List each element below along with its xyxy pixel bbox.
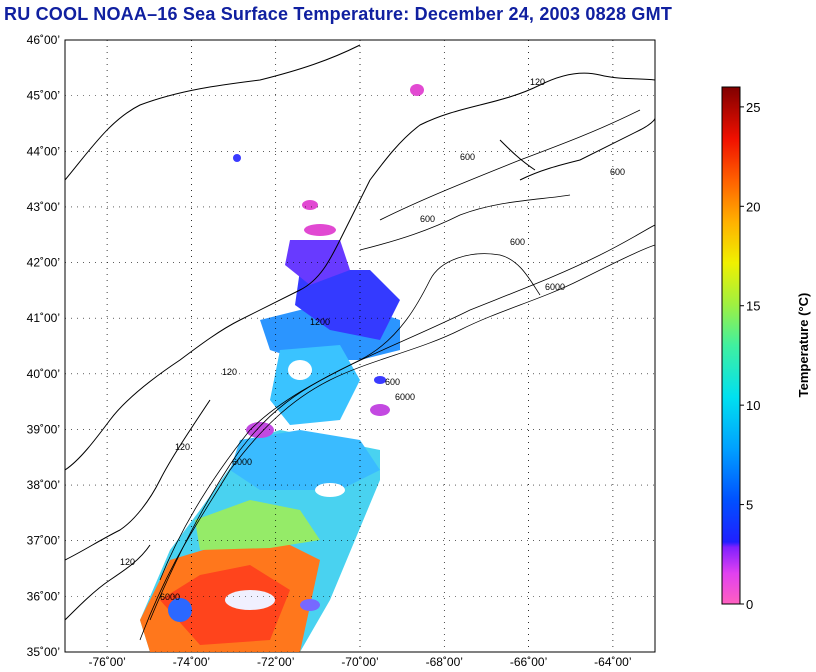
lon-label: -74˚00’ (173, 655, 210, 669)
lat-label: 46˚00’ (27, 33, 60, 47)
colorbar-tick-label: 0 (746, 597, 753, 612)
lon-label: -64˚00’ (594, 655, 631, 669)
contour-label: 600 (610, 167, 625, 177)
lat-label: 45˚00’ (27, 89, 60, 103)
colorbar-tick-label: 5 (746, 498, 753, 513)
contour-label: 120 (530, 77, 545, 87)
contour-label: 600 (510, 237, 525, 247)
lat-label: 39˚00’ (27, 422, 60, 436)
lat-label: 42˚00’ (27, 256, 60, 270)
contour-labels: 120 120 120 120 600 600 600 600 600 6000… (120, 77, 625, 602)
lon-label: -72˚00’ (257, 655, 294, 669)
contour-label: 6000 (545, 282, 565, 292)
contour-label: 120 (120, 557, 135, 567)
map-title: RU COOL NOAA–16 Sea Surface Temperature:… (4, 4, 673, 24)
colorbar: 0 5 10 15 20 25 Temperature (°C) (721, 86, 811, 612)
contour-label: 6000 (232, 457, 252, 467)
contour-label: 600 (420, 214, 435, 224)
contour-label: 6000 (395, 392, 415, 402)
coastline (65, 44, 655, 621)
colorbar-tick-label: 25 (746, 100, 760, 115)
longitude-labels: -76˚00’ -74˚00’ -72˚00’ -70˚00’ -68˚00’ -66˚0… (88, 655, 631, 669)
lat-label: 41˚00’ (27, 311, 60, 325)
lon-label: -68˚00’ (426, 655, 463, 669)
contour-label: 120 (222, 367, 237, 377)
contour-label: 600 (385, 377, 400, 387)
lat-label: 44˚00’ (27, 144, 60, 158)
lon-label: -66˚00’ (510, 655, 547, 669)
lat-label: 37˚00’ (27, 534, 60, 548)
colorbar-tick-label: 20 (746, 199, 760, 214)
contour-label: 1200 (310, 317, 330, 327)
latitude-labels: 46˚00’ 45˚00’ 44˚00’ 43˚00’ 42˚00’ 41˚00’ 40˚0… (27, 33, 60, 659)
lat-label: 38˚00’ (27, 478, 60, 492)
lat-label: 35˚00’ (27, 645, 60, 659)
sst-swath (140, 84, 424, 652)
colorbar-ticks: 0 5 10 15 20 25 (740, 100, 760, 612)
colorbar-tick-label: 15 (746, 299, 760, 314)
lon-label: -76˚00’ (88, 655, 125, 669)
lat-label: 43˚00’ (27, 200, 60, 214)
contour-label: 600 (460, 152, 475, 162)
lat-label: 36˚00’ (27, 589, 60, 603)
colorbar-ramp (721, 86, 741, 605)
lat-label: 40˚00’ (27, 367, 60, 381)
contour-label: 120 (175, 442, 190, 452)
graticule (65, 40, 655, 652)
colorbar-tick-label: 10 (746, 398, 760, 413)
bathymetry-contours (139, 109, 655, 641)
colorbar-title: Temperature (°C) (796, 293, 811, 398)
contour-label: 6000 (160, 592, 180, 602)
lon-label: -70˚00’ (341, 655, 378, 669)
